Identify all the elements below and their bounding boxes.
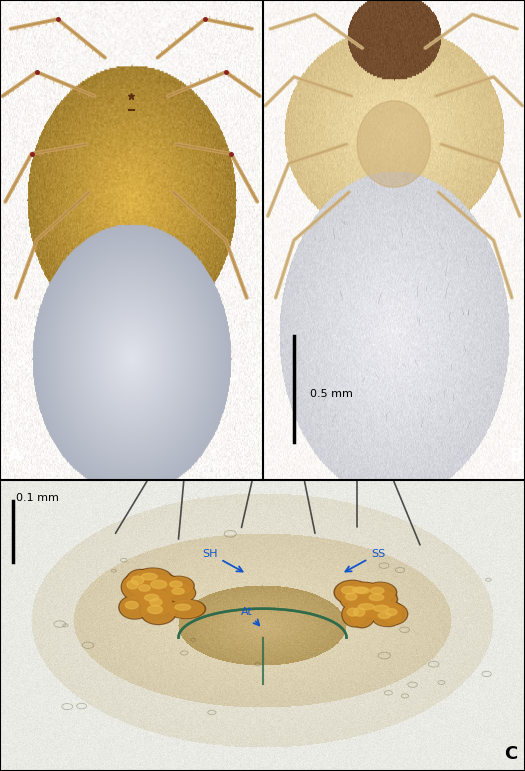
Ellipse shape	[140, 599, 176, 625]
Ellipse shape	[167, 584, 194, 601]
Ellipse shape	[357, 101, 430, 187]
Ellipse shape	[334, 581, 371, 604]
Ellipse shape	[355, 588, 370, 594]
Ellipse shape	[350, 602, 374, 627]
Ellipse shape	[366, 600, 404, 621]
Text: A: A	[8, 447, 22, 465]
Ellipse shape	[359, 604, 374, 610]
Ellipse shape	[127, 571, 154, 594]
Ellipse shape	[348, 583, 383, 602]
Ellipse shape	[372, 608, 403, 627]
Ellipse shape	[351, 599, 389, 618]
Ellipse shape	[352, 600, 387, 617]
Ellipse shape	[340, 588, 367, 610]
Ellipse shape	[139, 584, 150, 591]
Ellipse shape	[352, 587, 368, 593]
Ellipse shape	[345, 582, 382, 601]
Ellipse shape	[343, 603, 367, 626]
Ellipse shape	[139, 590, 171, 609]
Ellipse shape	[134, 581, 160, 599]
Ellipse shape	[335, 581, 369, 604]
Ellipse shape	[151, 581, 166, 588]
Ellipse shape	[141, 574, 157, 580]
Ellipse shape	[364, 582, 397, 603]
Ellipse shape	[362, 589, 397, 609]
Text: B: B	[509, 447, 523, 465]
Ellipse shape	[363, 590, 396, 608]
Ellipse shape	[169, 600, 204, 618]
Ellipse shape	[380, 604, 408, 625]
Ellipse shape	[172, 588, 184, 594]
Ellipse shape	[145, 594, 172, 614]
Ellipse shape	[133, 580, 161, 600]
Ellipse shape	[348, 601, 375, 628]
Ellipse shape	[167, 599, 206, 618]
Ellipse shape	[368, 601, 402, 619]
Ellipse shape	[125, 601, 138, 609]
Ellipse shape	[386, 608, 397, 615]
Ellipse shape	[175, 604, 191, 610]
Ellipse shape	[150, 598, 162, 606]
Ellipse shape	[127, 581, 138, 589]
Ellipse shape	[347, 608, 358, 616]
Ellipse shape	[354, 608, 365, 616]
Ellipse shape	[350, 584, 381, 601]
Text: At: At	[241, 607, 259, 625]
Ellipse shape	[142, 601, 175, 624]
Ellipse shape	[144, 593, 174, 616]
Ellipse shape	[381, 604, 406, 624]
Ellipse shape	[120, 597, 149, 618]
Ellipse shape	[341, 586, 356, 594]
Text: C: C	[504, 746, 517, 763]
Ellipse shape	[125, 570, 155, 596]
Ellipse shape	[148, 605, 162, 614]
Ellipse shape	[371, 588, 384, 594]
Ellipse shape	[166, 584, 196, 603]
Text: 0.1 mm: 0.1 mm	[16, 493, 59, 503]
Ellipse shape	[138, 589, 172, 610]
Ellipse shape	[170, 581, 182, 588]
Ellipse shape	[342, 602, 368, 627]
Text: 0.5 mm: 0.5 mm	[310, 389, 353, 399]
Ellipse shape	[145, 575, 180, 599]
Text: SH: SH	[202, 549, 243, 571]
Ellipse shape	[143, 574, 182, 600]
Ellipse shape	[345, 593, 357, 600]
Ellipse shape	[122, 575, 148, 599]
Ellipse shape	[121, 574, 149, 600]
Text: SS: SS	[345, 549, 385, 571]
Ellipse shape	[135, 569, 171, 588]
Ellipse shape	[163, 576, 194, 595]
Ellipse shape	[373, 608, 401, 625]
Ellipse shape	[131, 576, 144, 584]
Ellipse shape	[133, 568, 172, 589]
Ellipse shape	[365, 583, 395, 602]
Ellipse shape	[119, 595, 151, 619]
Ellipse shape	[374, 605, 389, 611]
Ellipse shape	[165, 577, 193, 594]
Ellipse shape	[369, 594, 384, 601]
Ellipse shape	[144, 594, 159, 601]
Ellipse shape	[341, 588, 366, 609]
Ellipse shape	[378, 612, 391, 618]
Ellipse shape	[346, 583, 380, 600]
